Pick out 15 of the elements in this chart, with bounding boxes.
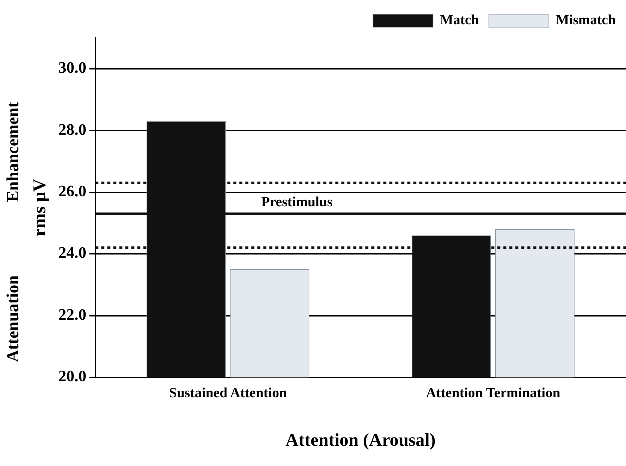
y-tick-label: 28.0 <box>58 122 87 139</box>
legend-label: Mismatch <box>556 14 616 29</box>
legend-label: Match <box>440 14 480 29</box>
text: Enhancement <box>3 102 22 202</box>
y-tick-label: 24.0 <box>58 245 87 262</box>
y-tick-label: 20.0 <box>58 368 87 386</box>
x-axis-title: Attention (Arousal) <box>286 430 436 450</box>
x-tick-label: Attention Termination <box>426 386 561 402</box>
y-tick-label: 22.0 <box>58 306 87 324</box>
x-tick-label: Sustained Attention <box>169 386 288 402</box>
y-tick-label: 26.0 <box>58 184 87 201</box>
y-axis-title: rms μV <box>29 178 50 237</box>
y-tick-label: 30.0 <box>58 60 87 78</box>
text: Attenuation <box>3 274 22 362</box>
ref-line-label: Prestimulus <box>261 196 334 211</box>
